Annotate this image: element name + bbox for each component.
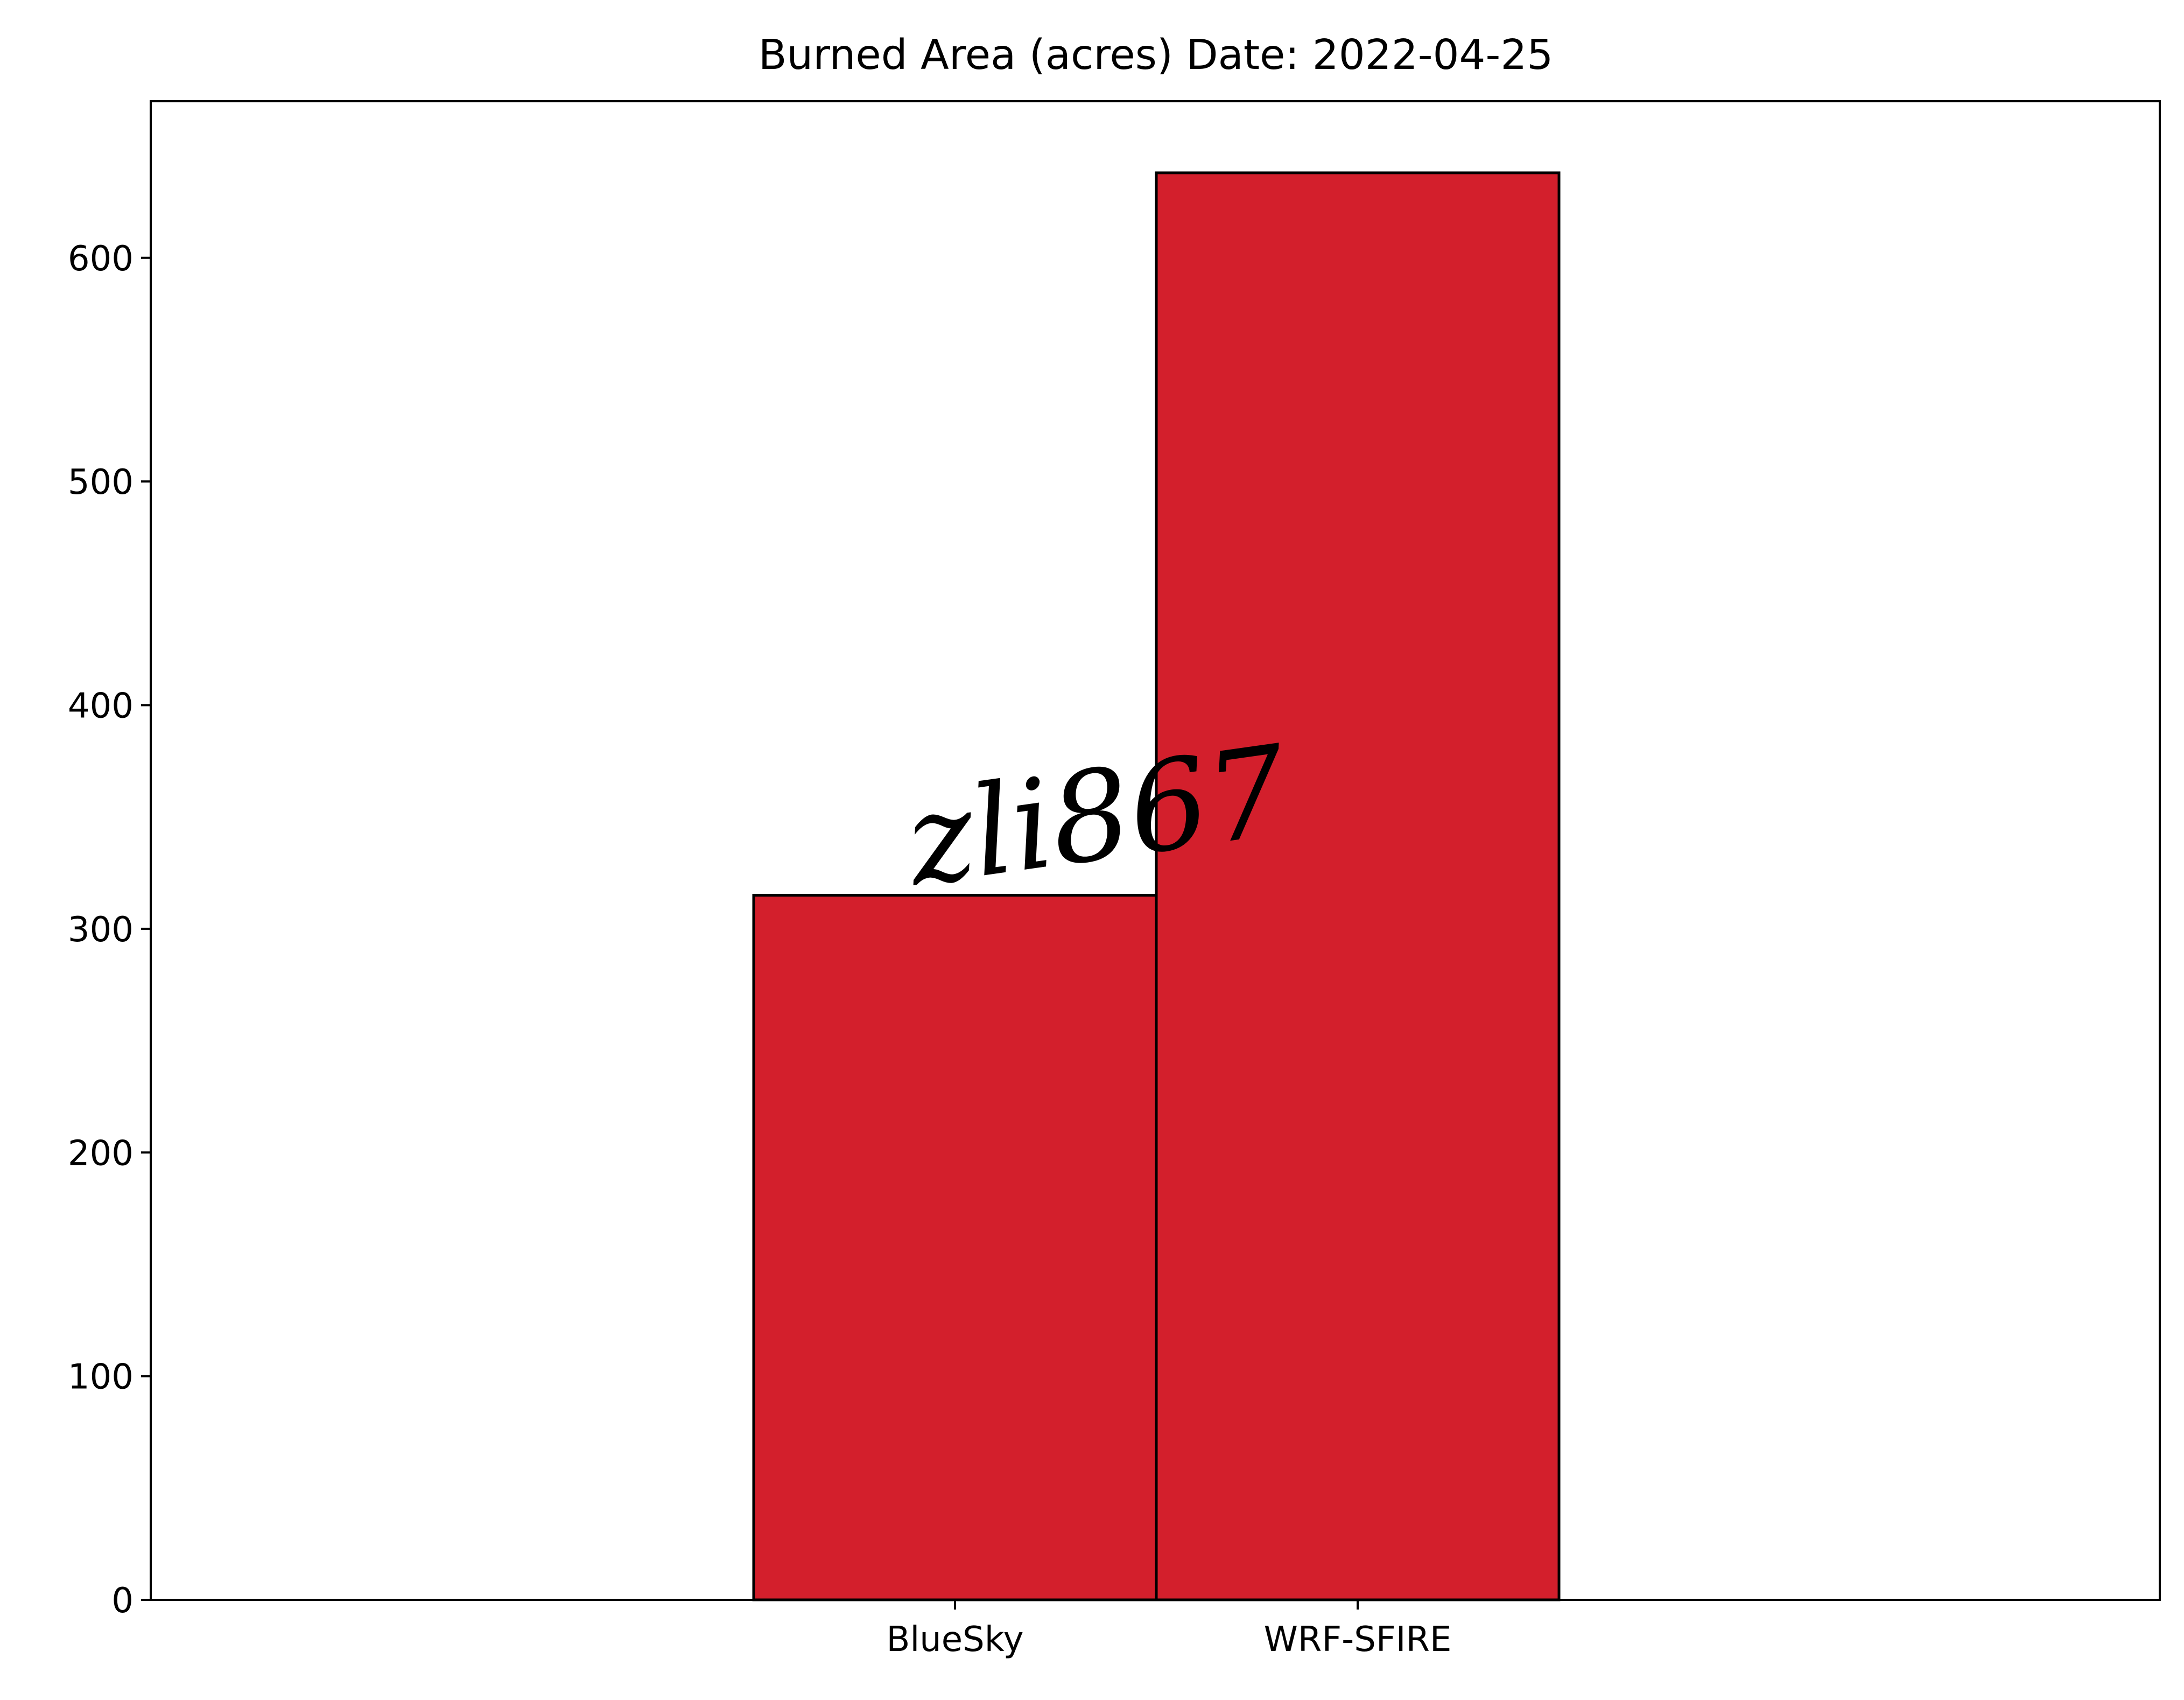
bar-wrf-sfire [1155, 171, 1561, 1601]
x-tick-label: WRF-SFIRE [1264, 1620, 1452, 1660]
x-axis: BlueSky WRF-SFIRE [887, 1600, 1452, 1660]
y-tick-label: 200 [68, 1134, 134, 1173]
y-tick-label: 600 [68, 239, 134, 279]
bars [752, 171, 1561, 1601]
chart-title: Burned Area (acres) Date: 2022-04-25 [759, 31, 1554, 79]
y-tick-label: 400 [68, 687, 134, 726]
x-tick-label: BlueSky [887, 1620, 1024, 1660]
y-tick-label: 300 [68, 910, 134, 950]
bar-bluesky [752, 894, 1158, 1601]
y-tick-label: 500 [68, 463, 134, 502]
y-axis: 0 100 200 300 400 500 600 [68, 239, 151, 1621]
y-tick-label: 0 [111, 1581, 134, 1621]
y-tick-label: 100 [68, 1358, 134, 1397]
